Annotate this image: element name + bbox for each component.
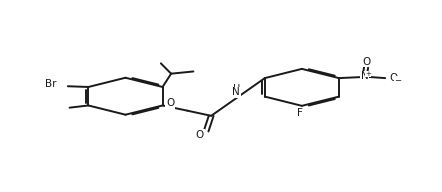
Text: +: + [366,71,371,77]
Text: −: − [394,76,401,85]
Text: O: O [362,57,370,67]
Text: O: O [166,98,174,108]
Text: N: N [361,71,369,81]
Text: O: O [390,73,398,83]
Text: N: N [232,87,240,97]
Text: Br: Br [45,79,56,89]
Text: F: F [297,108,303,118]
Text: O: O [196,130,204,140]
Text: H: H [232,84,240,94]
